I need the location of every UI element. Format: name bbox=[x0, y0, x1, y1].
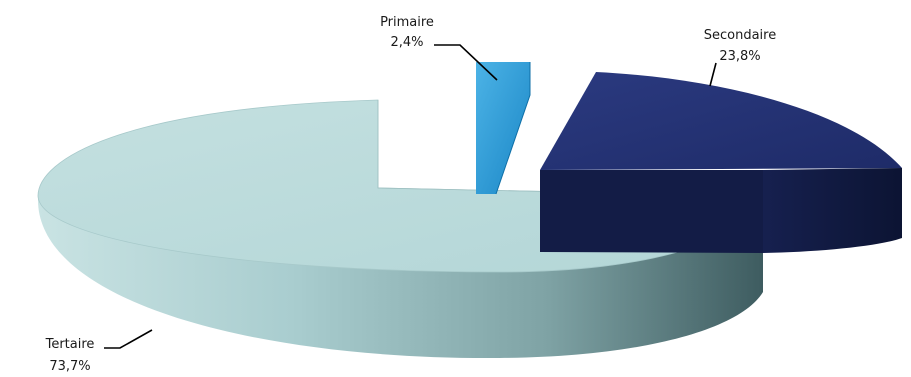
label-secondaire-value: 23,8% bbox=[719, 49, 760, 64]
leader-line-tertaire bbox=[104, 329, 153, 349]
slice-tertaire-side bbox=[38, 190, 763, 359]
label-secondaire: Secondaire 23,8% bbox=[704, 28, 776, 87]
label-primaire: Primaire 2,4% bbox=[380, 15, 498, 81]
slice-secondaire bbox=[540, 72, 902, 253]
slice-secondaire-front bbox=[540, 170, 763, 253]
slice-secondaire-top bbox=[540, 72, 902, 170]
label-secondaire-name: Secondaire bbox=[704, 28, 776, 43]
label-tertaire-value: 73,7% bbox=[49, 359, 90, 374]
label-primaire-name: Primaire bbox=[380, 15, 434, 30]
slice-secondaire-side bbox=[763, 168, 902, 253]
slice-primaire-shape bbox=[476, 62, 530, 194]
label-tertaire-name: Tertaire bbox=[45, 337, 95, 352]
slice-primaire-edge bbox=[495, 62, 531, 195]
slice-primaire bbox=[476, 62, 531, 195]
leader-line-secondaire bbox=[709, 62, 717, 87]
label-primaire-value: 2,4% bbox=[390, 35, 423, 50]
leader-line-primaire bbox=[434, 44, 498, 81]
label-tertaire: Tertaire 73,7% bbox=[45, 329, 153, 374]
